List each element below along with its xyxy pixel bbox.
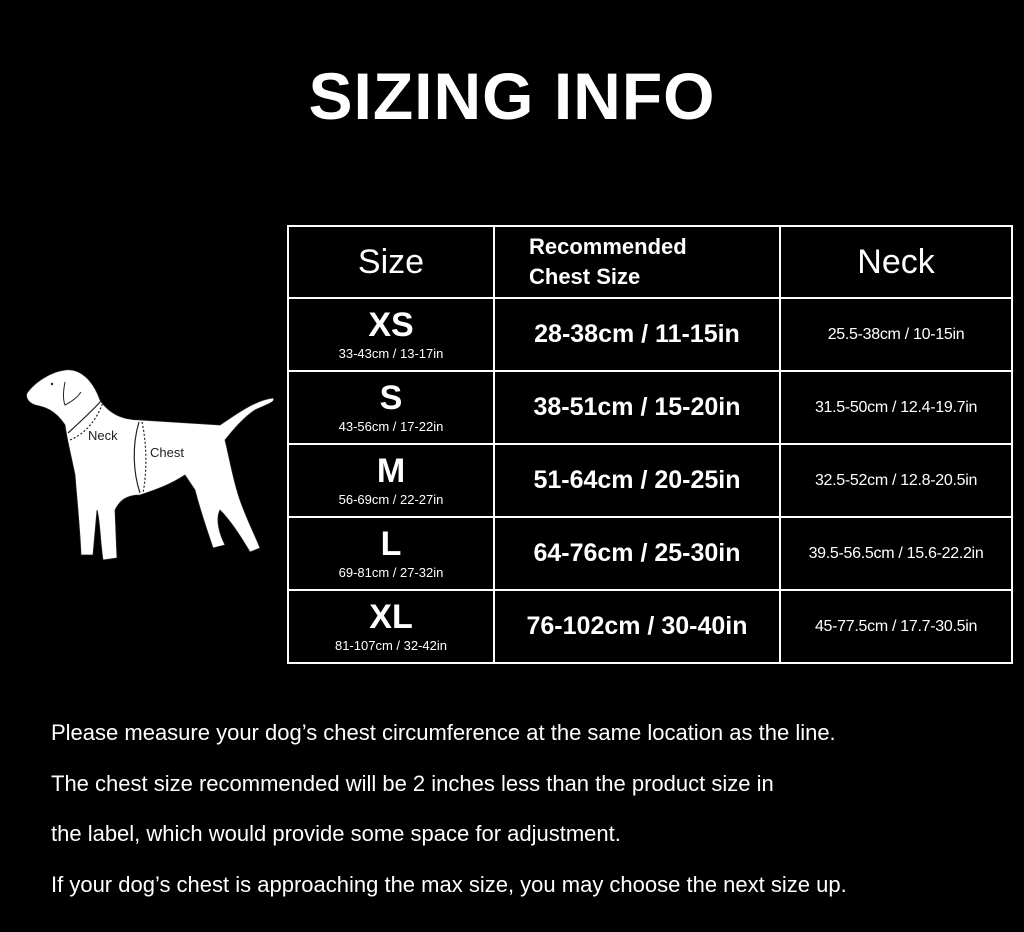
neck-size: 32.5-52cm / 12.8-20.5in (779, 443, 1013, 518)
neck-size: 45-77.5cm / 17.7-30.5in (779, 589, 1013, 664)
chest-size: 51-64cm / 20-25in (493, 443, 781, 518)
measurement-notes: Please measure your dog’s chest circumfe… (51, 708, 847, 910)
chest-size: 28-38cm / 11-15in (493, 297, 781, 372)
chest-size: 64-76cm / 25-30in (493, 516, 781, 591)
table-row: M 56-69cm / 22-27in 51-64cm / 20-25in 32.… (287, 443, 1013, 518)
neck-size: 25.5-38cm / 10-15in (779, 297, 1013, 372)
size-label: M (376, 452, 406, 490)
page-title: SIZING INFO (308, 59, 716, 133)
neck-size: 39.5-56.5cm / 15.6-22.2in (779, 516, 1013, 591)
product-size: 43-56cm / 17-22in (338, 419, 444, 434)
neck-label: Neck (88, 428, 118, 443)
chest-size: 76-102cm / 30-40in (493, 589, 781, 664)
header-size: Size (287, 225, 495, 299)
size-label: L (380, 525, 402, 563)
table-header-row: Size Recommended Chest Size Neck (287, 225, 1013, 299)
table-row: XS 33-43cm / 13-17in 28-38cm / 11-15in 25… (287, 297, 1013, 372)
size-label: S (379, 379, 403, 417)
note-line: If your dog’s chest is approaching the m… (51, 871, 847, 897)
size-label: XS (368, 306, 414, 344)
header-chest-line1: Recommended (529, 234, 687, 259)
header-chest: Recommended Chest Size (493, 225, 781, 299)
header-chest-line2: Chest Size (529, 264, 641, 289)
header-neck: Neck (779, 225, 1013, 299)
table-row: S 43-56cm / 17-22in 38-51cm / 15-20in 31.… (287, 370, 1013, 445)
neck-size: 31.5-50cm / 12.4-19.7in (779, 370, 1013, 445)
table-row: XL 81-107cm / 32-42in 76-102cm / 30-40in … (287, 589, 1013, 664)
chest-line (133, 421, 141, 494)
dog-measurement-diagram: Neck Chest (26, 369, 275, 561)
size-label: XL (369, 598, 413, 636)
note-line: the label, which would provide some spac… (51, 821, 621, 846)
note-line: Please measure your dog’s chest circumfe… (51, 720, 836, 745)
product-size: 81-107cm / 32-42in (334, 638, 447, 653)
sizing-table: Size Recommended Chest Size Neck XS 33-43c… (287, 225, 1013, 664)
chest-label: Chest (150, 445, 184, 460)
neck-line (67, 400, 102, 434)
product-size: 33-43cm / 13-17in (338, 346, 444, 361)
product-size: 69-81cm / 27-32in (338, 565, 444, 580)
chest-size: 38-51cm / 15-20in (493, 370, 781, 445)
table-row: L 69-81cm / 27-32in 64-76cm / 25-30in 39.… (287, 516, 1013, 591)
product-size: 56-69cm / 22-27in (338, 492, 444, 507)
dog-silhouette (26, 369, 275, 561)
note-line: The chest size recommended will be 2 inc… (51, 770, 774, 796)
